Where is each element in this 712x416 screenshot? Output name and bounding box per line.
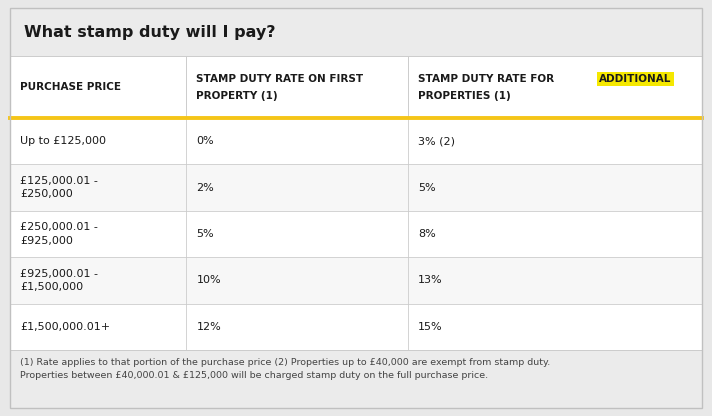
Text: 3% (2): 3% (2) bbox=[418, 136, 455, 146]
Text: £1,500,000.01+: £1,500,000.01+ bbox=[20, 322, 110, 332]
Text: 2%: 2% bbox=[197, 183, 214, 193]
Bar bbox=[10, 56, 702, 118]
Text: £250,000.01 -
£925,000: £250,000.01 - £925,000 bbox=[20, 223, 98, 245]
Text: 13%: 13% bbox=[418, 275, 443, 285]
Bar bbox=[10, 350, 702, 408]
Text: 8%: 8% bbox=[418, 229, 436, 239]
Text: 15%: 15% bbox=[418, 322, 443, 332]
Text: 5%: 5% bbox=[197, 229, 214, 239]
Text: ADDITIONAL: ADDITIONAL bbox=[600, 74, 671, 84]
Text: Up to £125,000: Up to £125,000 bbox=[20, 136, 106, 146]
Text: STAMP DUTY RATE ON FIRST: STAMP DUTY RATE ON FIRST bbox=[197, 74, 364, 84]
Text: 12%: 12% bbox=[197, 322, 221, 332]
Text: 5%: 5% bbox=[418, 183, 436, 193]
Text: £925,000.01 -
£1,500,000: £925,000.01 - £1,500,000 bbox=[20, 269, 98, 292]
Text: PROPERTIES (1): PROPERTIES (1) bbox=[418, 91, 511, 101]
Text: PROPERTY (1): PROPERTY (1) bbox=[197, 91, 278, 101]
Text: PURCHASE PRICE: PURCHASE PRICE bbox=[20, 82, 121, 92]
Text: STAMP DUTY RATE FOR: STAMP DUTY RATE FOR bbox=[418, 74, 557, 84]
Bar bbox=[10, 164, 702, 211]
Text: £125,000.01 -
£250,000: £125,000.01 - £250,000 bbox=[20, 176, 98, 199]
Bar bbox=[10, 118, 702, 164]
Bar bbox=[10, 304, 702, 350]
Bar bbox=[10, 211, 702, 257]
Text: What stamp duty will I pay?: What stamp duty will I pay? bbox=[24, 25, 276, 40]
Bar bbox=[10, 257, 702, 304]
Text: 0%: 0% bbox=[197, 136, 214, 146]
Text: (1) Rate applies to that portion of the purchase price (2) Properties up to £40,: (1) Rate applies to that portion of the … bbox=[20, 358, 550, 379]
Text: 10%: 10% bbox=[197, 275, 221, 285]
Bar bbox=[10, 8, 702, 56]
